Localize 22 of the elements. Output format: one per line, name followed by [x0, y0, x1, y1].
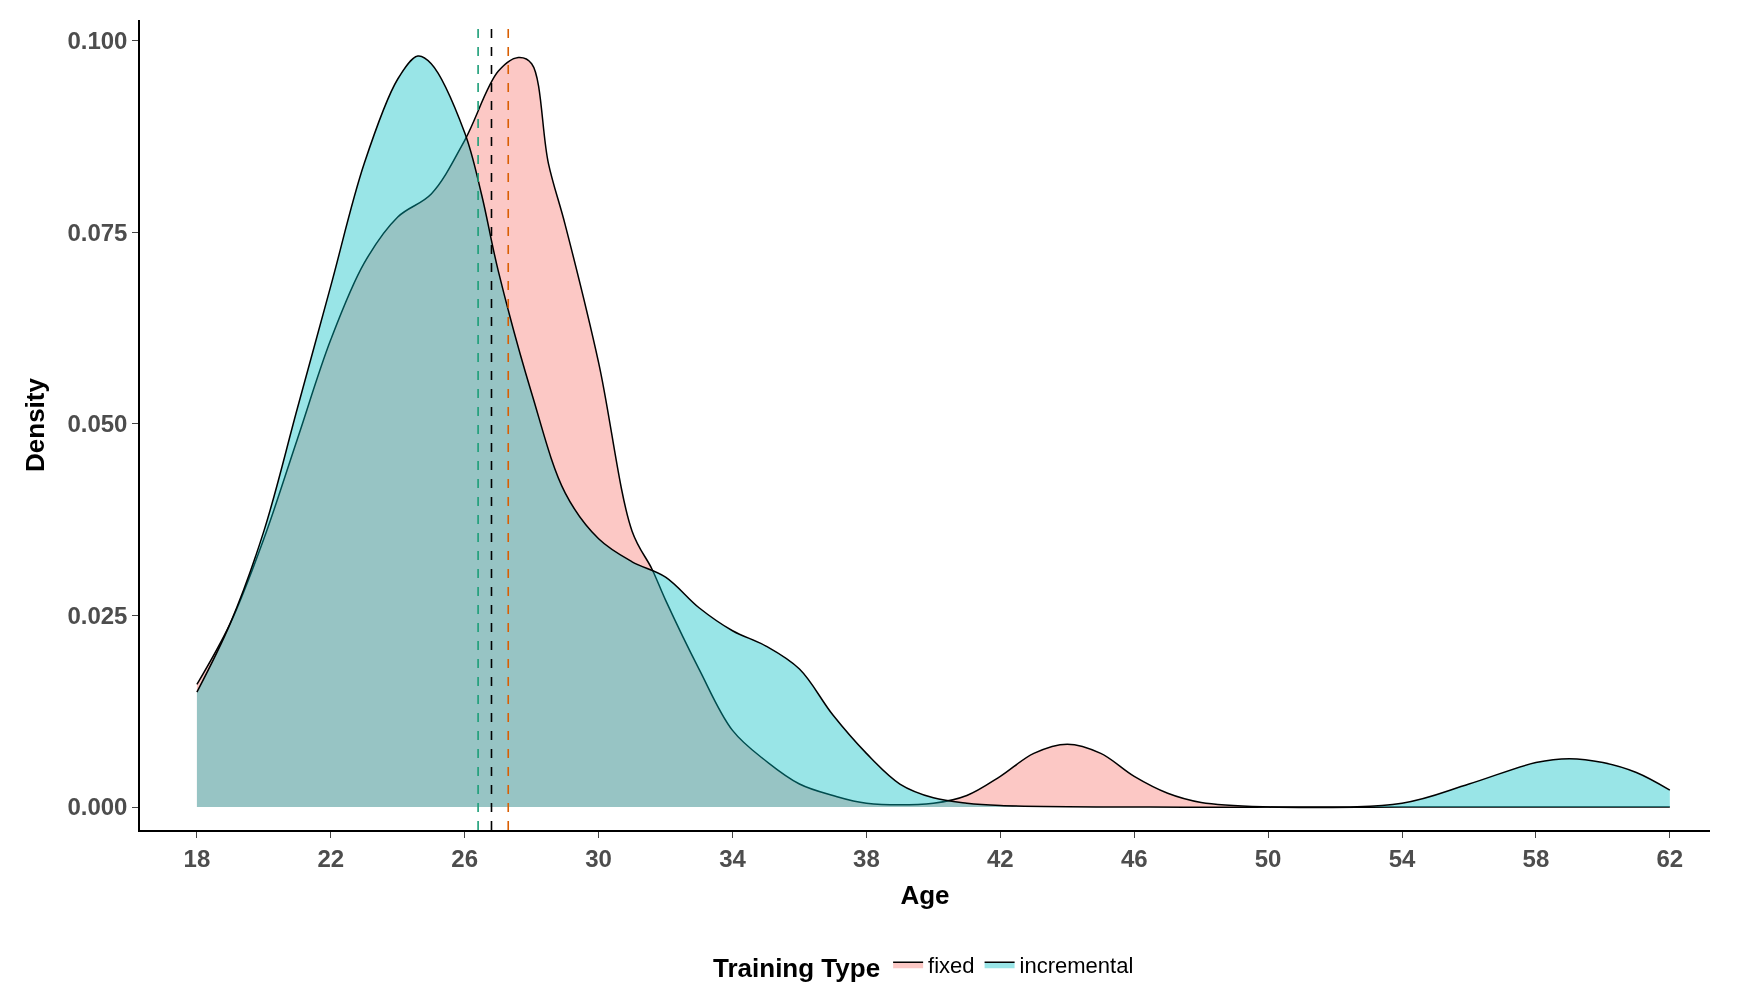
x-tick-label: 18	[183, 844, 211, 872]
y-tick-label: 0.000	[67, 793, 128, 821]
x-tick-label: 34	[719, 844, 747, 872]
x-tick-label: 26	[451, 844, 479, 872]
x-tick-label: 54	[1388, 844, 1417, 872]
x-tick-label: 46	[1120, 844, 1148, 872]
y-tick-label: 0.025	[67, 601, 128, 629]
y-tick-label: 0.100	[67, 27, 128, 55]
x-tick-label: 42	[986, 844, 1014, 872]
y-axis-title: Density	[20, 377, 51, 472]
y-tick-label: 0.050	[67, 410, 128, 438]
x-tick-label: 50	[1254, 844, 1282, 872]
x-tick-label: 30	[585, 844, 612, 872]
x-tick-label: 22	[317, 844, 345, 872]
x-tick-label: 62	[1656, 844, 1684, 872]
legend-label: incremental	[1019, 952, 1134, 978]
legend-label: fixed	[928, 952, 975, 978]
x-tick-label: 38	[853, 844, 880, 872]
x-axis-title: Age	[900, 879, 950, 910]
y-tick-label: 0.075	[67, 218, 128, 246]
legend-title: Training Type	[713, 953, 881, 984]
x-tick-label: 58	[1522, 844, 1550, 872]
